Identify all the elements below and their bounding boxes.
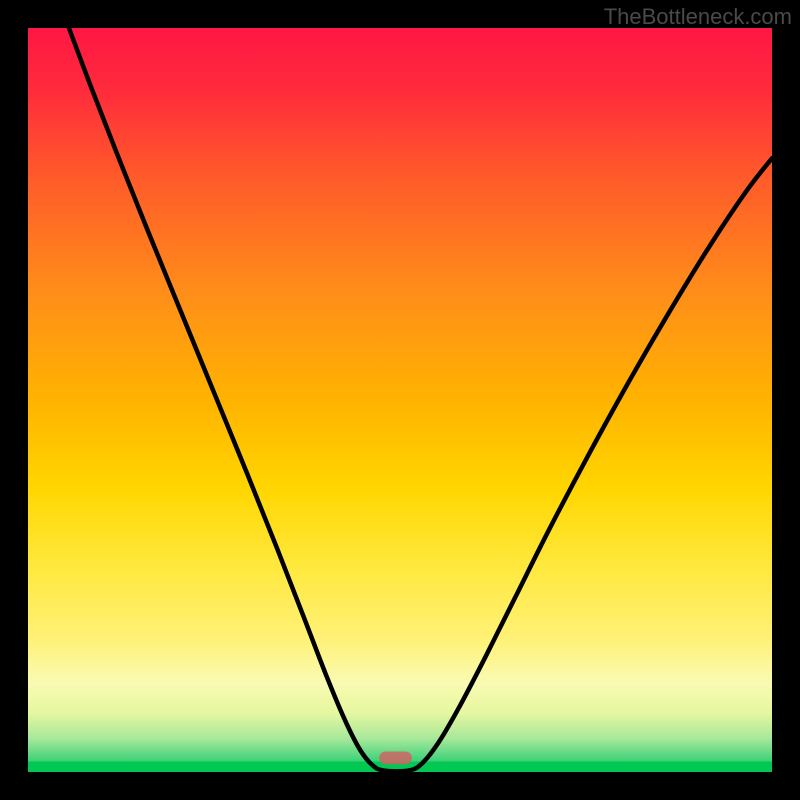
watermark-text: TheBottleneck.com bbox=[604, 4, 792, 30]
chart-container: TheBottleneck.com bbox=[0, 0, 800, 800]
optimal-point-marker bbox=[379, 752, 412, 765]
plot-background bbox=[28, 28, 772, 772]
bottleneck-chart bbox=[0, 0, 800, 800]
